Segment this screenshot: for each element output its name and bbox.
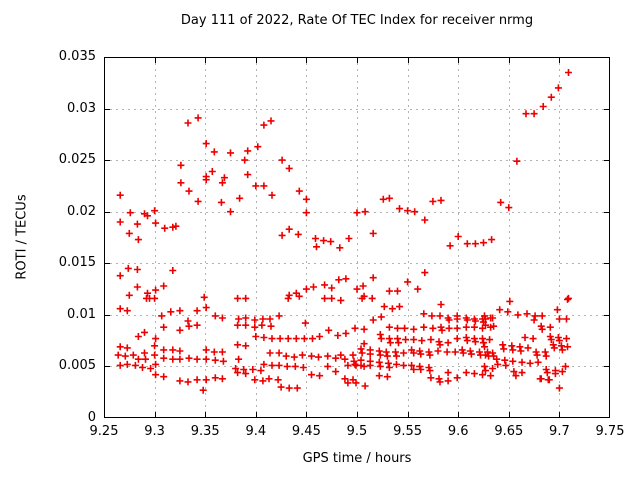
y-axis-title: ROTI / TECUs bbox=[14, 194, 30, 280]
y-tick-label: 0 bbox=[87, 410, 96, 425]
x-tick-label: 9.6 bbox=[447, 424, 469, 439]
x-tick-label: 9.65 bbox=[494, 424, 524, 439]
y-tick-label: 0.005 bbox=[58, 358, 96, 374]
x-tick-label: 9.5 bbox=[346, 424, 368, 439]
y-tick-label: 0.03 bbox=[67, 100, 96, 116]
x-tick-label: 9.35 bbox=[190, 424, 220, 439]
scatter-points bbox=[114, 69, 572, 394]
y-tick-label: 0.035 bbox=[58, 49, 96, 64]
y-tick-label: 0.025 bbox=[58, 152, 96, 168]
x-tick-label: 9.25 bbox=[89, 424, 119, 439]
x-tick-label: 9.55 bbox=[393, 424, 423, 439]
y-tick-label: 0.02 bbox=[67, 203, 96, 219]
plot-border bbox=[104, 57, 610, 418]
x-tick-label: 9.75 bbox=[595, 424, 625, 439]
plot-area bbox=[104, 57, 610, 418]
x-axis-title: GPS time / hours bbox=[302, 451, 412, 466]
x-tick-label: 9.7 bbox=[549, 424, 570, 439]
x-tick-label: 9.3 bbox=[144, 424, 165, 439]
x-tick-label: 9.45 bbox=[291, 424, 321, 439]
x-tick-label: 9.4 bbox=[245, 424, 267, 439]
chart-title: Day 111 of 2022, Rate Of TEC Index for r… bbox=[180, 13, 534, 28]
y-tick-label: 0.01 bbox=[67, 306, 96, 322]
y-tick-label: 0.015 bbox=[58, 255, 96, 271]
